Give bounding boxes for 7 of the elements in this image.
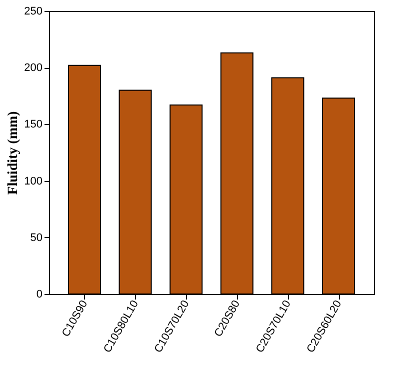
y-tick-label: 250 (24, 6, 42, 18)
y-tick-label: 100 (24, 175, 42, 188)
y-tick-label: 0 (36, 288, 42, 300)
y-tick-label: 200 (24, 62, 42, 74)
y-tick-label: 50 (30, 232, 42, 244)
y-axis-title: Fluidity (mm) (6, 110, 22, 195)
y-tick-label: 150 (24, 118, 42, 131)
